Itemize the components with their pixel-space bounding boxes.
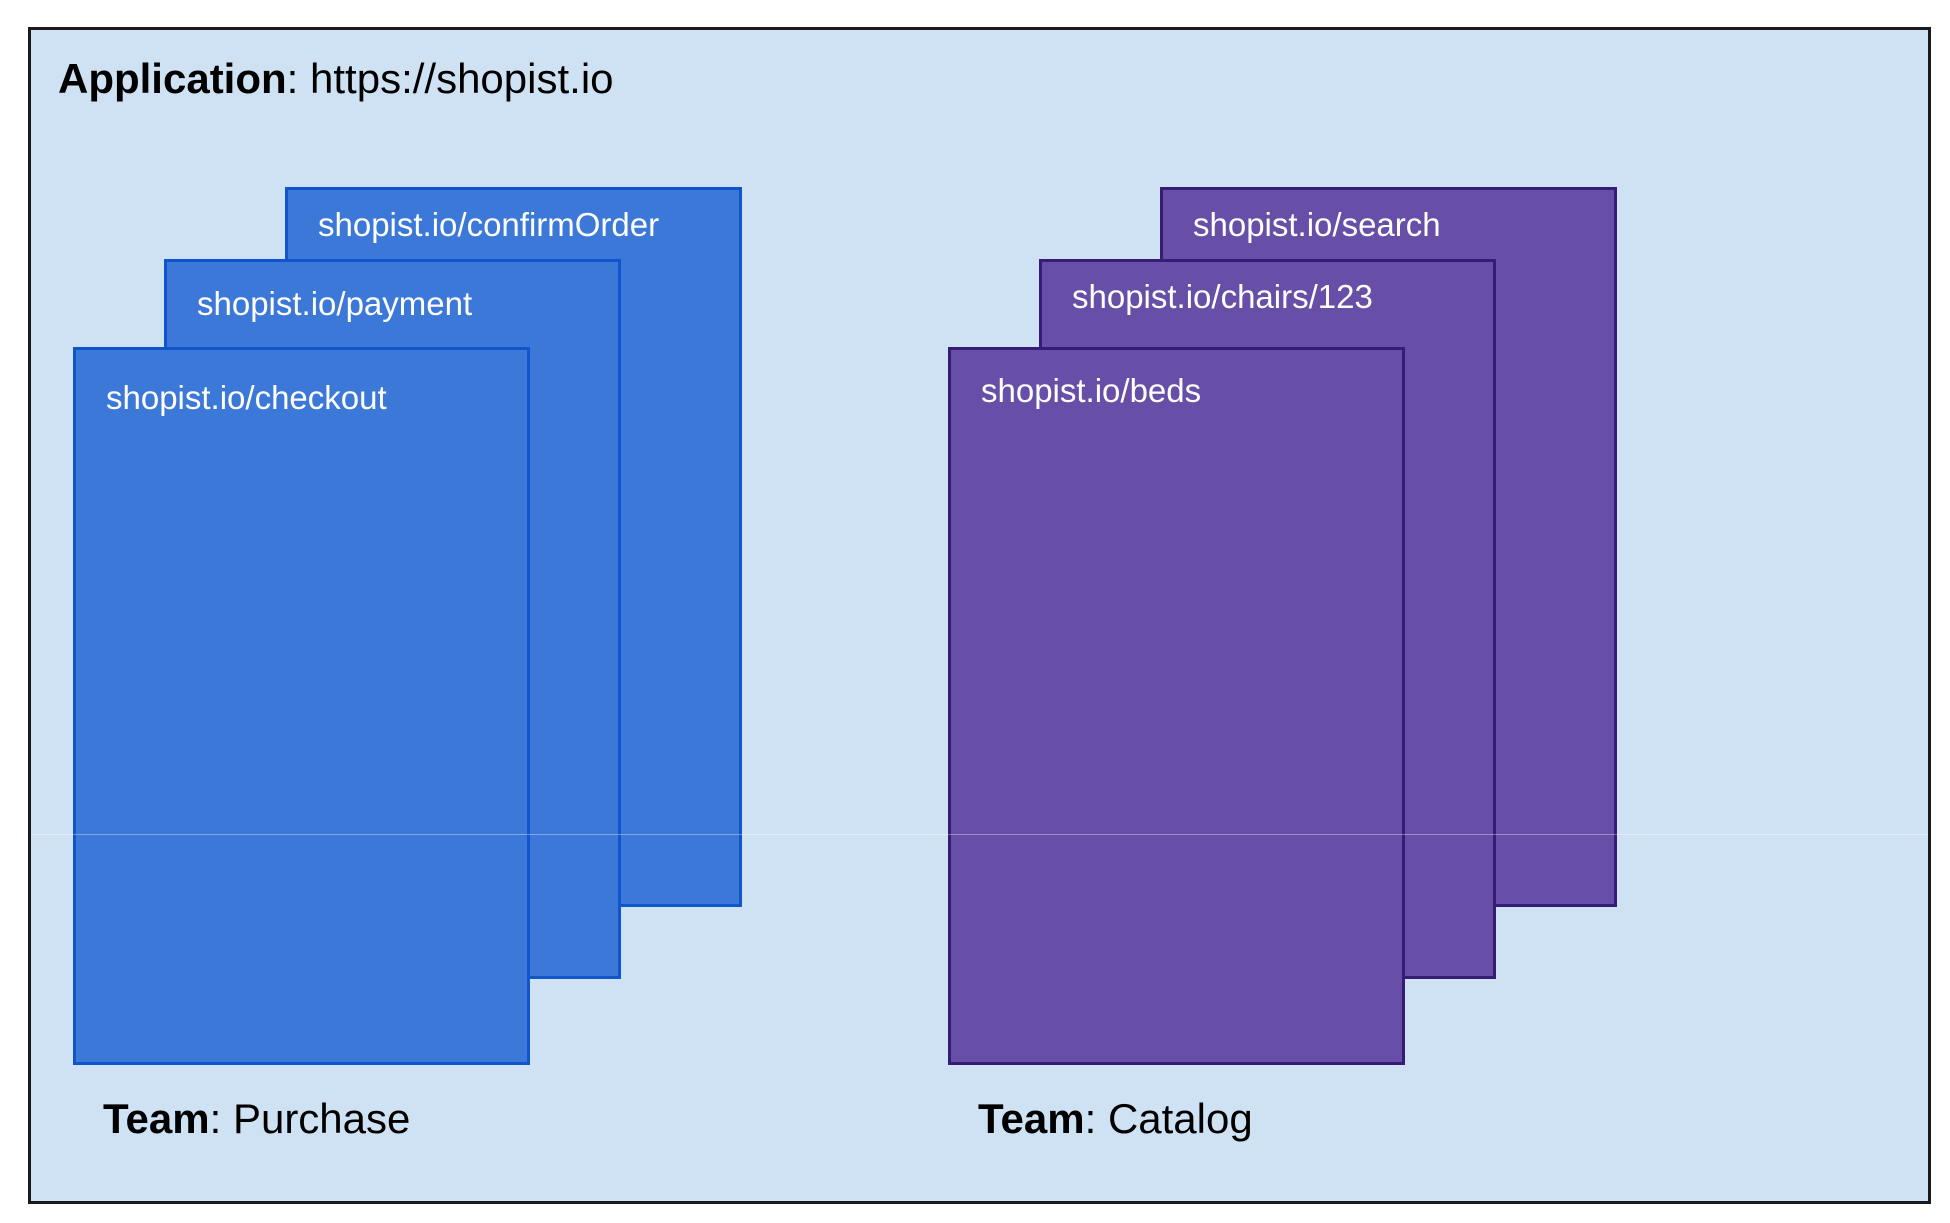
team-label-catalog: Team: Catalog — [978, 1094, 1253, 1144]
team-name: Purchase — [232, 1095, 411, 1142]
application-url: https://shopist.io — [310, 55, 614, 102]
application-label: Application — [58, 55, 287, 102]
page-card-purchase-front: shopist.io/checkout — [73, 347, 530, 1065]
application-title: Application: https://shopist.io — [58, 54, 614, 104]
application-separator: : — [286, 55, 311, 102]
page-card-catalog-front: shopist.io/beds — [948, 347, 1405, 1065]
team-label-separator: : — [1084, 1095, 1108, 1142]
page-url: shopist.io/confirmOrder — [318, 206, 660, 243]
team-label-prefix: Team — [103, 1095, 210, 1142]
page-url: shopist.io/payment — [197, 285, 473, 322]
page-url: shopist.io/search — [1193, 206, 1441, 243]
team-label-prefix: Team — [978, 1095, 1085, 1142]
team-name: Catalog — [1107, 1095, 1253, 1142]
page-url: shopist.io/chairs/123 — [1072, 278, 1373, 315]
team-label-separator: : — [209, 1095, 233, 1142]
page-url: shopist.io/checkout — [106, 379, 387, 416]
page-url: shopist.io/beds — [981, 372, 1202, 409]
team-label-purchase: Team: Purchase — [103, 1094, 410, 1144]
